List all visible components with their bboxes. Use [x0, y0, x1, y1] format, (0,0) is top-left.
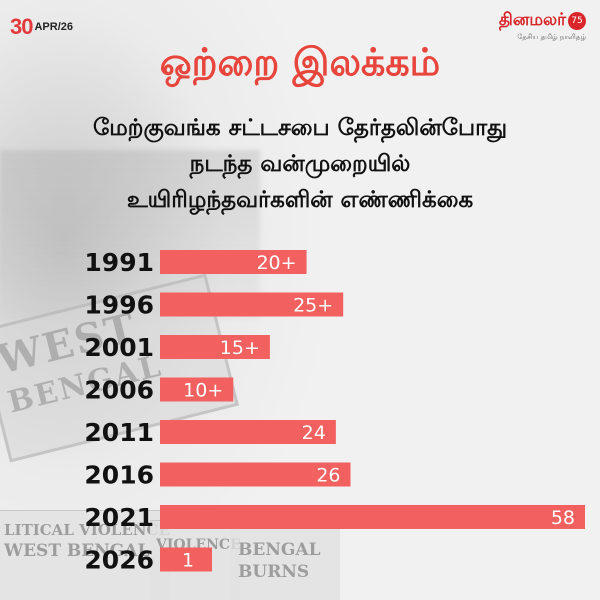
date-day: 30 [10, 14, 34, 39]
page-title: ஒற்றை இலக்கம் [159, 40, 441, 84]
bar-1996 [160, 292, 344, 317]
bar-2006 [160, 377, 234, 402]
subtitle-line-2: நடந்த வன்முறையில் [189, 151, 411, 177]
year-label-1996: 1996 [84, 291, 154, 320]
subtitle-line-3: உயிரிழந்தவர்களின் எண்ணிக்கை [126, 187, 474, 213]
chart-subtitle: மேற்குவங்க சட்டசபை தேர்தலின்போது நடந்த வ… [50, 110, 550, 218]
year-label-2006: 2006 [84, 376, 154, 405]
value-label-2001: 15+ [220, 337, 260, 359]
year-label-2026: 2026 [84, 546, 154, 575]
logo-name: தினமலர் [498, 10, 566, 30]
publisher-logo: தினமலர் 75 தேசிய தமிழ் நாளிதழ் [499, 10, 586, 42]
bar-chart: 1991 20+ 1996 25+ 2001 15+ 2006 10+ 2011 24 2016 26… [84, 248, 585, 575]
newspaper-left-line1: LITICAL VIOLENCE [4, 521, 170, 539]
newspaper-right-line1: BENGAL [238, 540, 321, 560]
newspaper-right-line2: BURNS [238, 562, 310, 582]
value-label-2026: 1 [182, 550, 194, 572]
year-label-1991: 1991 [84, 248, 154, 277]
anniversary-badge: 75 [568, 12, 586, 30]
bar-2001 [160, 335, 270, 359]
year-label-2001: 2001 [84, 333, 154, 362]
value-label-2011: 24 [302, 422, 326, 444]
value-label-2016: 26 [316, 465, 340, 487]
year-label-2016: 2016 [84, 461, 154, 490]
bar-2016 [160, 462, 351, 487]
value-label-1996: 25+ [293, 295, 333, 317]
bar-2026 [160, 547, 212, 572]
newspaper-right: BENGAL BURNS [230, 525, 340, 600]
logo-tagline: தேசிய தமிழ் நாளிதழ் [517, 33, 586, 41]
newspaper-left: LITICAL VIOLENCE WEST BENGAL [0, 510, 170, 600]
bar-1991 [160, 250, 307, 274]
year-label-2021: 2021 [84, 503, 154, 532]
subtitle-line-1: மேற்குவங்க சட்டசபை தேர்தலின்போது [92, 115, 508, 141]
date-month-year: APR/26 [34, 21, 74, 33]
value-label-2006: 10+ [183, 380, 223, 402]
date-stamp: 30 APR/26 [10, 14, 73, 40]
value-label-1991: 20+ [256, 252, 296, 274]
bar-2021 [160, 505, 585, 529]
newspaper-left-line2: WEST BENGAL [4, 541, 150, 561]
year-label-2011: 2011 [84, 418, 154, 447]
bar-2011 [160, 420, 336, 444]
value-label-2021: 58 [551, 507, 575, 529]
